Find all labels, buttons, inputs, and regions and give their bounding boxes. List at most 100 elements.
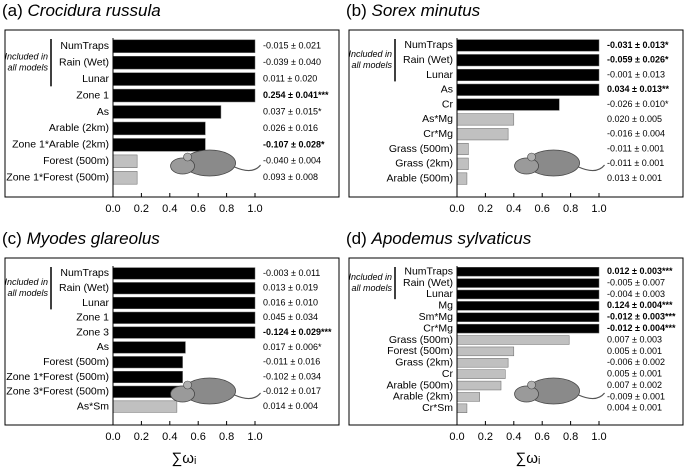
- estimate-label: 0.011 ± 0.020: [263, 73, 317, 83]
- panel-frame: [4, 257, 340, 426]
- bar: [456, 335, 570, 345]
- estimate-label: -0.012 ± 0.004***: [607, 323, 676, 333]
- category-label: Lunar: [82, 297, 109, 309]
- x-tick-label: 0.8: [563, 431, 578, 443]
- estimate-label: -0.001 ± 0.013: [607, 69, 665, 79]
- category-label: Grass (500m): [389, 143, 453, 155]
- category-label: Cr: [442, 368, 454, 380]
- bar: [112, 171, 138, 185]
- category-label: Lunar: [82, 73, 109, 85]
- bar: [112, 370, 183, 384]
- category-label: Arable (2km): [49, 122, 109, 134]
- x-tick-label: 0.4: [506, 431, 521, 443]
- estimate-label: 0.017 ± 0.006*: [263, 342, 322, 352]
- panel: (c) Myodes glareolus NumTraps -0.003 ± 0.0…: [2, 229, 340, 467]
- category-label: Grass (2km): [395, 158, 453, 170]
- estimate-label: -0.039 ± 0.040: [263, 57, 321, 67]
- estimate-label: -0.016 ± 0.004: [607, 129, 665, 139]
- estimate-label: -0.004 ± 0.003: [607, 289, 665, 299]
- estimate-label: -0.124 ± 0.029***: [263, 327, 332, 337]
- bar: [456, 369, 506, 379]
- estimate-label: -0.012 ± 0.003***: [607, 312, 676, 322]
- estimate-label: 0.016 ± 0.010: [263, 297, 318, 307]
- x-tick-label: 1.0: [591, 431, 606, 443]
- bar: [456, 403, 468, 413]
- bar: [456, 358, 509, 368]
- x-tick-label: 0.0: [449, 431, 464, 443]
- animal-tail: [578, 164, 606, 172]
- estimate-label: -0.031 ± 0.013*: [607, 40, 669, 50]
- animal-head: [514, 385, 539, 403]
- category-label: As: [97, 341, 109, 353]
- panel-label: (c): [2, 229, 22, 248]
- category-label: Zone 1*Forest (500m): [6, 371, 109, 383]
- annotation: all models: [7, 63, 48, 73]
- category-label: As: [97, 106, 109, 118]
- animal-ear: [183, 380, 192, 390]
- animal-tail: [234, 392, 262, 400]
- estimate-label: -0.059 ± 0.026*: [607, 55, 669, 65]
- category-label: Rain (Wet): [59, 56, 109, 68]
- estimate-label: -0.005 ± 0.007: [607, 277, 665, 287]
- estimate-label: -0.006 ± 0.002: [607, 357, 665, 367]
- bar: [112, 400, 178, 413]
- category-label: Rain (Wet): [403, 54, 453, 66]
- x-tick-label: 1.0: [247, 203, 262, 215]
- estimate-label: -0.102 ± 0.034: [263, 371, 321, 381]
- estimate-label: -0.011 ± 0.001: [607, 158, 664, 168]
- x-tick-label: 0.2: [478, 203, 493, 215]
- panel-frame: [348, 29, 684, 198]
- annotation: Included in: [4, 277, 48, 287]
- bar: [456, 142, 469, 156]
- animal-tail: [578, 392, 606, 400]
- category-label: Forest (500m): [43, 155, 109, 167]
- bar: [112, 56, 256, 70]
- bar: [456, 380, 502, 391]
- animal-ear: [527, 380, 536, 390]
- estimate-label: 0.124 ± 0.004***: [607, 300, 673, 310]
- category-label: Forest (500m): [43, 356, 109, 368]
- panel-label: (d): [346, 229, 367, 248]
- animal-head: [170, 385, 195, 403]
- x-tick-label: 0.0: [105, 431, 120, 443]
- x-tick-label: 0.8: [219, 431, 234, 443]
- category-label: NumTraps: [60, 267, 109, 279]
- bar: [456, 278, 600, 288]
- annotation: all models: [7, 288, 48, 298]
- bar: [456, 301, 600, 311]
- estimate-label: -0.011 ± 0.001: [607, 143, 664, 153]
- panel-title: (c) Myodes glareolus: [2, 229, 160, 248]
- bar: [456, 113, 515, 126]
- x-tick-label: 0.6: [535, 431, 550, 443]
- annotation: all models: [351, 283, 392, 293]
- species-name: Sorex minutus: [372, 1, 481, 20]
- panel-frame: [4, 29, 340, 198]
- bar: [456, 39, 600, 52]
- x-tick-label: 0.4: [162, 431, 177, 443]
- x-axis-label: ∑ωᵢ: [172, 450, 197, 467]
- x-tick-label: 0.6: [191, 203, 206, 215]
- x-tick-label: 0.4: [162, 203, 177, 215]
- estimate-label: -0.011 ± 0.016: [263, 357, 320, 367]
- category-label: Rain (Wet): [59, 282, 109, 294]
- bar: [456, 267, 600, 277]
- animal-ear: [183, 152, 192, 162]
- category-label: NumTraps: [404, 265, 453, 277]
- bar: [456, 54, 600, 67]
- x-tick-label: 1.0: [247, 431, 262, 443]
- x-tick-label: 0.0: [449, 203, 464, 215]
- bar: [456, 128, 509, 141]
- estimate-label: 0.045 ± 0.034: [263, 312, 318, 322]
- category-label: Cr*Sm: [422, 402, 453, 414]
- panel-label: (a): [2, 1, 23, 20]
- x-tick-label: 0.2: [134, 203, 149, 215]
- x-tick-label: 0.2: [478, 431, 493, 443]
- bar: [112, 356, 183, 369]
- category-label: NumTraps: [60, 40, 109, 52]
- bar: [112, 88, 256, 103]
- x-tick-label: 0.6: [535, 203, 550, 215]
- category-label: As*Mg: [422, 113, 453, 125]
- bar: [456, 392, 480, 402]
- estimate-label: -0.015 ± 0.021: [263, 41, 321, 51]
- category-label: As*Sm: [77, 400, 109, 412]
